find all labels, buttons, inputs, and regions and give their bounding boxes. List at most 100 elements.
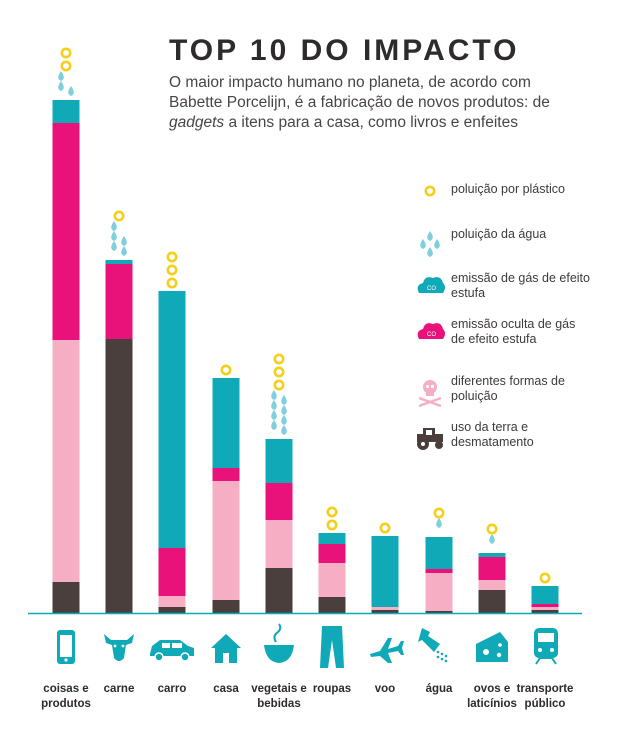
plastic-ring [166, 251, 178, 263]
bar-segment-hidden_ghg [425, 569, 453, 573]
house-icon [211, 634, 241, 663]
water-drop [271, 400, 277, 410]
water-drop [111, 241, 117, 251]
bar-group [371, 522, 399, 613]
bar-group [318, 506, 346, 613]
bar-segment-hidden_ghg [212, 468, 240, 481]
legend-item: diferentes formas de poluição [413, 374, 593, 414]
bar-segment-pollution [158, 596, 186, 607]
plastic-ring-icon [424, 185, 436, 197]
bar-group [52, 47, 80, 613]
water-drop [281, 395, 287, 405]
bar-segment-land [158, 607, 186, 613]
bar-segment-pollution [478, 580, 506, 590]
bar-group [212, 364, 240, 613]
water-drop [58, 81, 64, 91]
bar-segment-land [531, 610, 559, 613]
plastic-ring [273, 366, 285, 378]
tractor-icon [417, 428, 443, 450]
legend-item: poluição da água [413, 227, 593, 267]
category-label: roupas [312, 683, 352, 695]
category-label: carro [157, 683, 187, 695]
svg-text:CO: CO [427, 286, 436, 292]
bar-segment-pollution [265, 520, 293, 568]
category-label: água [425, 683, 453, 695]
legend-label: emissão de gás de efeito estufa [451, 271, 590, 300]
shower-icon [418, 628, 448, 663]
bar-group [158, 251, 186, 613]
category-label: voo [374, 683, 396, 695]
chart-subtitle: O maior impacto humano no planeta, de ac… [169, 73, 589, 133]
plastic-ring [539, 572, 551, 584]
bar-group [531, 572, 559, 613]
bar-segment-ghg [105, 260, 133, 264]
category-label: coisas e produtos [41, 683, 91, 710]
water-drop [111, 231, 117, 241]
bar-segment-hidden_ghg [478, 557, 506, 580]
co2-cloud-icon: CO [417, 277, 445, 293]
bar-segment-ghg [212, 378, 240, 468]
water-drop [111, 221, 117, 231]
category-label: casa [213, 683, 239, 695]
plastic-ring [379, 522, 391, 534]
water-drop [434, 239, 440, 249]
water-drop [281, 415, 287, 425]
subtitle-line-1: O maior impacto humano no planeta, de ac… [169, 74, 531, 91]
cow-icon [104, 634, 134, 661]
legend-item: CO emissão oculta de gás de efeito estufa [413, 317, 593, 357]
bar-segment-ghg [318, 533, 346, 544]
bar-segment-hidden_ghg [318, 544, 346, 563]
svg-text:CO: CO [427, 332, 436, 338]
water-drop [121, 246, 127, 256]
bar-group [425, 507, 453, 613]
bar-segment-land [212, 600, 240, 613]
plastic-ring [273, 379, 285, 391]
legend-item: poluição por plástico [413, 182, 593, 222]
water-drop [420, 239, 426, 249]
legend-item: CO emissão de gás de efeito estufa [413, 271, 593, 311]
bar-segment-land [478, 590, 506, 613]
bar-segment-ghg [265, 439, 293, 483]
legend-label: uso da terra e desmatamento [451, 420, 534, 449]
legend-label: diferentes formas de poluição [451, 374, 565, 403]
plastic-ring [273, 353, 285, 365]
legend-label: emissão oculta de gás de efeito estufa [451, 317, 576, 346]
train-icon [534, 628, 558, 665]
plastic-ring [326, 519, 338, 531]
bar-segment-ghg [425, 537, 453, 569]
skull-crossbones-icon [418, 380, 442, 408]
water-drop [121, 236, 127, 246]
subtitle-emphasis: gadgets [169, 114, 225, 131]
bar-segment-hidden_ghg [531, 604, 559, 607]
category-icons [57, 623, 558, 668]
water-drop [271, 420, 277, 430]
plastic-ring [433, 507, 445, 519]
bar-group [265, 353, 293, 613]
plastic-ring [166, 277, 178, 289]
bar-segment-hidden_ghg [52, 123, 80, 340]
water-drop [427, 247, 433, 257]
category-label: vegetais e bebidas [251, 683, 307, 710]
bar-segment-hidden_ghg [105, 264, 133, 339]
plastic-ring [166, 264, 178, 276]
bar-segment-land [105, 339, 133, 613]
water-drop [489, 534, 495, 544]
bar-segment-ghg [371, 536, 399, 607]
smartphone-icon [57, 630, 75, 664]
bar-segment-ghg [531, 586, 559, 604]
legend-label: poluição por plástico [451, 182, 565, 196]
bar-segment-land [371, 610, 399, 613]
water-drop [271, 390, 277, 400]
water-drop [281, 405, 287, 415]
bar-segment-pollution [371, 607, 399, 610]
bar-segment-pollution [318, 563, 346, 597]
water-drop [68, 86, 74, 96]
plastic-ring [113, 210, 125, 222]
subtitle-line-2: Babette Porcelijn, é a fabricação de nov… [169, 94, 550, 111]
plastic-ring [326, 506, 338, 518]
plastic-ring [60, 47, 72, 59]
car-icon [150, 640, 194, 662]
jeans-icon [320, 626, 344, 668]
category-label: ovos e laticínios [467, 683, 517, 710]
